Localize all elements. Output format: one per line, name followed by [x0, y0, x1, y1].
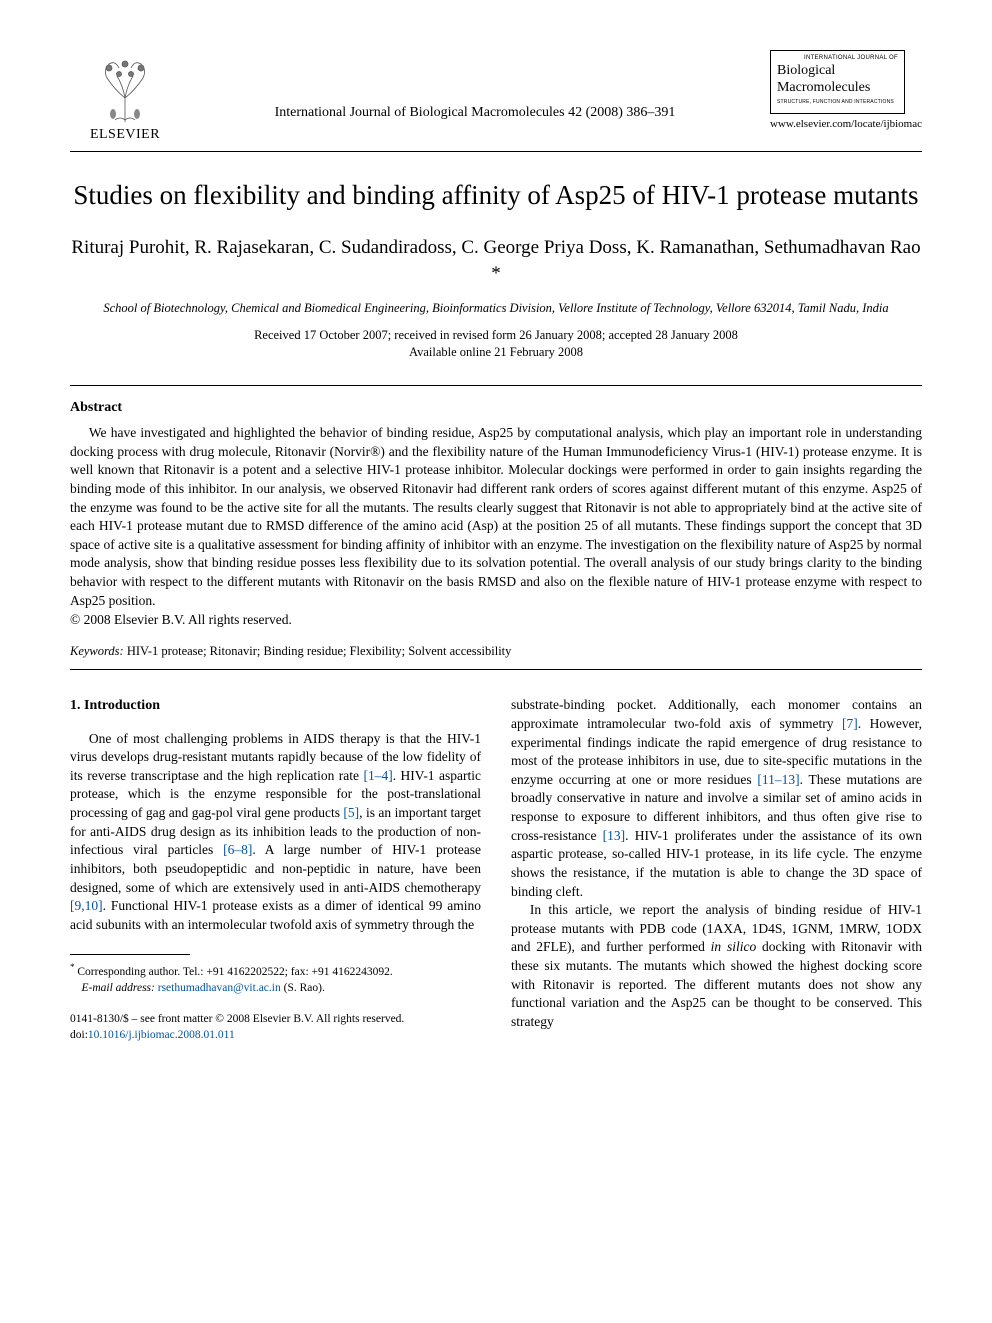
star-icon: * — [70, 962, 75, 972]
ref-link-6-8[interactable]: [6–8] — [223, 842, 252, 857]
corr-label: Corresponding author. Tel.: +91 41622025… — [77, 966, 392, 978]
ref-link-1-4[interactable]: [1–4] — [363, 768, 392, 783]
keywords-list: HIV-1 protease; Ritonavir; Binding resid… — [127, 644, 512, 658]
ref-link-11-13[interactable]: [11–13] — [757, 772, 799, 787]
intro-para-1: One of most challenging problems in AIDS… — [70, 730, 481, 935]
article-title: Studies on flexibility and binding affin… — [70, 178, 922, 213]
rule-top — [70, 151, 922, 152]
ref-link-13[interactable]: [13] — [603, 828, 626, 843]
header-row: ELSEVIER International Journal of Biolog… — [70, 50, 922, 143]
abstract-heading: Abstract — [70, 400, 922, 416]
journal-reference: International Journal of Biological Macr… — [180, 50, 770, 121]
journal-cover-title-1: Biological — [777, 63, 898, 80]
front-matter-line1: 0141-8130/$ – see front matter © 2008 El… — [70, 1012, 481, 1028]
keywords-label: Keywords: — [70, 644, 124, 658]
ref-link-7[interactable]: [7] — [842, 716, 858, 731]
article-dates: Received 17 October 2007; received in re… — [70, 327, 922, 361]
column-right: substrate-binding pocket. Additionally, … — [511, 696, 922, 1043]
rule-after-keywords — [70, 669, 922, 670]
rule-before-abstract — [70, 385, 922, 386]
publisher-block: ELSEVIER — [70, 50, 180, 143]
ref-link-9-10[interactable]: [9,10] — [70, 898, 103, 913]
journal-cover-topline: INTERNATIONAL JOURNAL OF — [777, 55, 898, 61]
affiliation: School of Biotechnology, Chemical and Bi… — [70, 300, 922, 317]
doi-link[interactable]: 10.1016/j.ijbiomac.2008.01.011 — [88, 1029, 235, 1041]
doi-line: doi:10.1016/j.ijbiomac.2008.01.011 — [70, 1028, 481, 1044]
keywords: Keywords: HIV-1 protease; Ritonavir; Bin… — [70, 644, 922, 659]
section-heading-intro: 1. Introduction — [70, 696, 481, 715]
journal-locate-url: www.elsevier.com/locate/ijbiomac — [770, 118, 922, 130]
footnote-separator — [70, 954, 190, 955]
journal-cover-title-2: Macromolecules — [777, 80, 898, 97]
doi-prefix: doi: — [70, 1029, 88, 1041]
journal-cover-sub: STRUCTURE, FUNCTION AND INTERACTIONS — [777, 99, 898, 105]
dates-received: Received 17 October 2007; received in re… — [70, 327, 922, 344]
dates-online: Available online 21 February 2008 — [70, 344, 922, 361]
column-left: 1. Introduction One of most challenging … — [70, 696, 481, 1043]
front-matter: 0141-8130/$ – see front matter © 2008 El… — [70, 1012, 481, 1043]
publisher-label: ELSEVIER — [90, 127, 160, 143]
corresponding-author-footnote: * Corresponding author. Tel.: +91 416220… — [70, 961, 481, 996]
text-p2: In this article, we report the analysis … — [511, 902, 922, 1029]
abstract-copyright: © 2008 Elsevier B.V. All rights reserved… — [70, 612, 922, 628]
journal-cover-wrap: INTERNATIONAL JOURNAL OF Biological Macr… — [770, 50, 922, 130]
text-1e: . Functional HIV-1 protease exists as a … — [70, 898, 481, 932]
email-label: E-mail address: — [82, 982, 155, 994]
email-link[interactable]: rsethumadhavan@vit.ac.in — [158, 982, 281, 994]
abstract-body: We have investigated and highlighted the… — [70, 424, 922, 610]
intro-para-1-cont: substrate-binding pocket. Additionally, … — [511, 696, 922, 901]
email-suffix: (S. Rao). — [284, 982, 325, 994]
ref-link-5[interactable]: [5] — [343, 805, 359, 820]
journal-cover: INTERNATIONAL JOURNAL OF Biological Macr… — [770, 50, 905, 114]
intro-para-2: In this article, we report the analysis … — [511, 901, 922, 1031]
authors: Rituraj Purohit, R. Rajasekaran, C. Suda… — [70, 235, 922, 286]
body-columns: 1. Introduction One of most challenging … — [70, 696, 922, 1043]
elsevier-tree-icon — [85, 50, 165, 125]
